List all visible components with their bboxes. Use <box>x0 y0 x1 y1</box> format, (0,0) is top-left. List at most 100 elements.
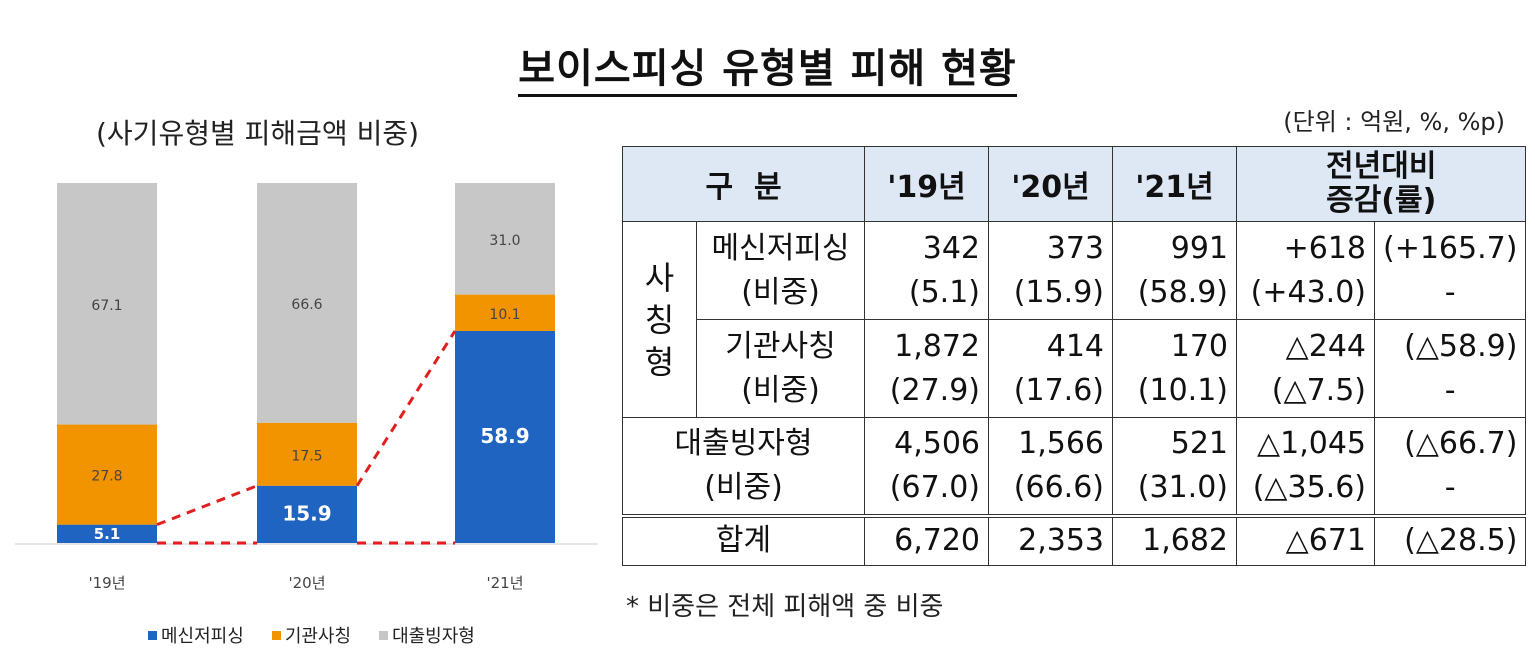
cell-total-y19: 6,720 <box>864 513 989 566</box>
cell-loan-change: △1,045 (△35.6) <box>1236 417 1375 516</box>
bar-data-label: 27.8 <box>91 469 122 485</box>
cell-value: (+165.7) <box>1383 230 1518 266</box>
footnote: * 비중은 전체 피해액 중 비중 <box>626 592 944 622</box>
cell-agency-y20: 414 (17.6) <box>988 319 1113 418</box>
bar-segment <box>57 424 157 525</box>
trend-line <box>156 484 258 527</box>
cell-value: 4,506 <box>894 425 980 461</box>
table-header-row: 구 분 '19년 '20년 '21년 전년대비 증감(률) <box>622 146 1527 222</box>
cell-messenger-y19: 342 (5.1) <box>864 221 989 320</box>
cell-share: (△7.5) <box>1271 372 1366 408</box>
row-label-agency: 기관사칭 (비중) <box>696 319 865 418</box>
x-tick-label: '21년 <box>486 574 523 592</box>
header-change-line2: 증감(률) <box>1326 183 1437 218</box>
table-row: 기관사칭 (비중) 1,872 (27.9) 414 (17.6) 170 (10.1… <box>623 319 1527 418</box>
page-title: 보이스피싱 유형별 피해 현황 <box>0 36 1535 97</box>
cell-share: (5.1) <box>908 274 980 310</box>
cell-messenger-y20: 373 (15.9) <box>988 221 1113 320</box>
legend-swatch-messenger <box>148 630 157 640</box>
cell-share: (17.6) <box>1013 372 1104 408</box>
header-y21: '21년 <box>1112 146 1237 222</box>
legend-swatch-loan <box>379 630 389 640</box>
bar-data-label: 31.0 <box>489 233 520 249</box>
cell-share: (10.1) <box>1137 372 1228 408</box>
cell-share: (31.0) <box>1137 469 1228 505</box>
bar-segment <box>257 183 357 423</box>
group-label-char: 칭 <box>644 300 675 339</box>
cell-agency-y21: 170 (10.1) <box>1112 319 1237 418</box>
legend-label-loan: 대출빙자형 <box>392 626 475 647</box>
stats-table: 구 분 '19년 '20년 '21년 전년대비 증감(률) 사 칭 형 메신저피… <box>622 146 1527 566</box>
bar-segment <box>57 183 157 425</box>
legend-label-messenger: 메신저피싱 <box>161 626 244 647</box>
stacked-bar-chart: 5.1 27.8 67.1 '19년 15.9 17.5 66.6 '20년 58.9 10.1 3… <box>15 183 598 592</box>
legend-item-loan: 대출빙자형 <box>379 622 475 648</box>
cell-value: (△58.9) <box>1404 328 1518 364</box>
bar-segment <box>57 524 157 543</box>
row-sublabel-text: (비중) <box>741 372 820 408</box>
legend-item-agency: 기관사칭 <box>271 622 351 648</box>
group-label-char: 사 <box>644 258 675 297</box>
cell-share: (27.9) <box>889 372 980 408</box>
bar-segment <box>257 485 357 543</box>
bar-segment <box>455 330 555 543</box>
cell-share: - <box>1444 372 1456 408</box>
row-sublabel-text: (비중) <box>704 469 783 505</box>
cell-value: 342 <box>922 230 980 266</box>
row-label-text: 대출빙자형 <box>674 425 813 461</box>
bar-data-label: 58.9 <box>480 424 529 448</box>
cell-total-y21: 1,682 <box>1112 513 1237 566</box>
cell-value: △244 <box>1285 328 1366 364</box>
row-label-messenger: 메신저피싱 (비중) <box>696 221 865 320</box>
table-row: 사 칭 형 메신저피싱 (비중) 342 (5.1) 373 (15.9) 991 (… <box>622 221 1527 418</box>
x-tick-label: '19년 <box>88 574 125 592</box>
bar-segment <box>455 294 555 331</box>
trend-line <box>355 330 457 487</box>
cell-value: 521 <box>1170 425 1228 461</box>
row-label-loan: 대출빙자형 (비중) <box>622 417 865 516</box>
bar-data-label: 66.6 <box>291 297 322 313</box>
cell-value: 1,566 <box>1018 425 1104 461</box>
bar-segment <box>455 183 555 295</box>
bar-segment <box>257 422 357 486</box>
cell-loan-rate: (△66.7) - <box>1373 417 1527 516</box>
bar-data-label: 10.1 <box>489 307 520 323</box>
cell-share: (15.9) <box>1013 274 1104 310</box>
table-row: 대출빙자형 (비중) 4,506 (67.0) 1,566 (66.6) 521 (3… <box>622 417 1527 516</box>
header-change: 전년대비 증감(률) <box>1235 146 1527 222</box>
cell-value: +618 <box>1283 230 1366 266</box>
row-label-text: 기관사칭 <box>725 328 836 364</box>
cell-share: - <box>1444 274 1456 310</box>
cell-messenger-change: +618 (+43.0) <box>1236 221 1375 320</box>
cell-agency-change: △244 (△7.5) <box>1236 319 1375 418</box>
cell-total-change: △671 <box>1236 513 1375 566</box>
group-label-char: 형 <box>644 342 675 381</box>
cell-total-y20: 2,353 <box>988 513 1113 566</box>
row-label-text: 메신저피싱 <box>711 230 850 266</box>
header-change-line1: 전년대비 <box>1326 149 1437 184</box>
legend-swatch-agency <box>271 630 281 640</box>
cell-value: 170 <box>1170 328 1228 364</box>
cell-value: (△66.7) <box>1404 425 1518 461</box>
header-y19: '19년 <box>864 146 989 222</box>
row-label-total: 합계 <box>622 513 865 566</box>
group-label-impersonation: 사 칭 형 <box>622 221 697 418</box>
chart-subtitle: (사기유형별 피해금액 비중) <box>96 117 420 150</box>
cell-share: - <box>1444 469 1456 505</box>
cell-share: (△35.6) <box>1252 469 1366 505</box>
table-row-total: 합계 6,720 2,353 1,682 △671 (△28.5) <box>622 513 1527 566</box>
cell-loan-y20: 1,566 (66.6) <box>988 417 1113 516</box>
cell-value: 373 <box>1046 230 1104 266</box>
cell-messenger-y21: 991 (58.9) <box>1112 221 1237 320</box>
unit-note: (단위 : 억원, %, %p) <box>1283 108 1505 136</box>
bar-data-label: 67.1 <box>91 298 122 314</box>
header-y20: '20년 <box>988 146 1113 222</box>
cell-loan-y21: 521 (31.0) <box>1112 417 1237 516</box>
cell-agency-y19: 1,872 (27.9) <box>864 319 989 418</box>
header-category: 구 분 <box>622 146 865 222</box>
cell-value: 1,872 <box>894 328 980 364</box>
cell-share: (58.9) <box>1137 274 1228 310</box>
legend-item-messenger: 메신저피싱 <box>148 622 244 648</box>
cell-share: (67.0) <box>889 469 980 505</box>
cell-share: (+43.0) <box>1250 274 1366 310</box>
